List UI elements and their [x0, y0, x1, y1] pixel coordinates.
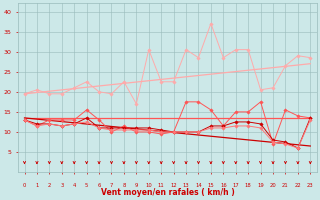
- X-axis label: Vent moyen/en rafales ( km/h ): Vent moyen/en rafales ( km/h ): [100, 188, 234, 197]
